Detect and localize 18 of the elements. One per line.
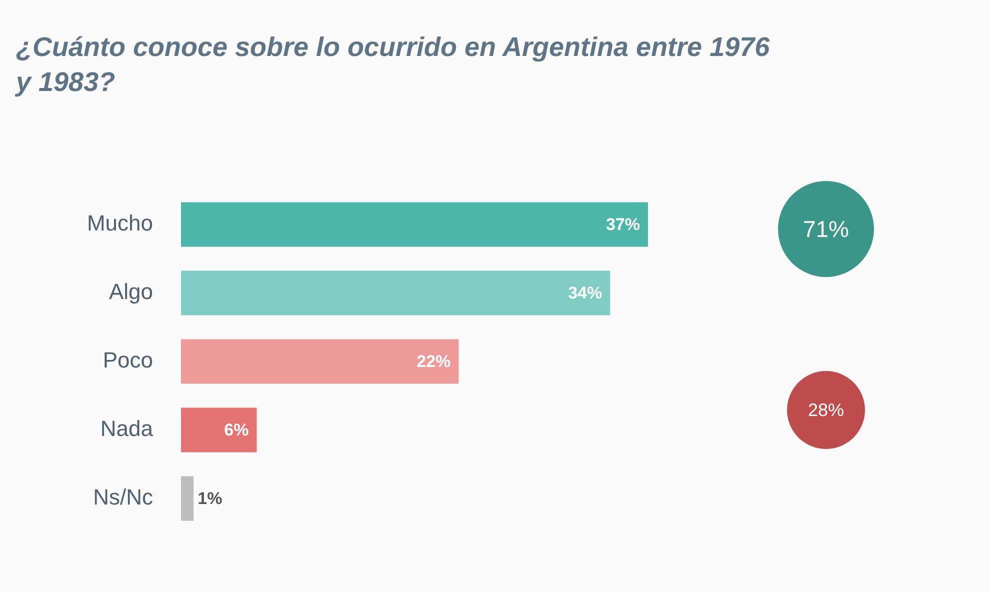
bar [181, 408, 257, 452]
data-label: 22% [416, 352, 451, 372]
bar [181, 476, 194, 521]
bar [181, 270, 610, 316]
y-tick-label: Nada [100, 416, 154, 442]
circle-badge: 71% [778, 181, 874, 277]
data-label: 6% [224, 420, 249, 440]
y-tick-label: Poco [102, 348, 153, 373]
bar [181, 339, 459, 384]
y-tick-label: Algo [108, 279, 153, 304]
data-label: 37% [606, 215, 640, 234]
circle-badge: 28% [787, 371, 865, 449]
chart-title: ¿Cuánto conoce sobre lo ocurrido en Argentina entre 1976 y 1983? [16, 31, 771, 99]
data-label: 34% [568, 284, 602, 303]
data-label: 1% [198, 489, 222, 508]
y-tick-label: Mucho [86, 210, 153, 236]
y-tick-label: Ns/Nc [93, 484, 153, 510]
bar [181, 202, 648, 247]
